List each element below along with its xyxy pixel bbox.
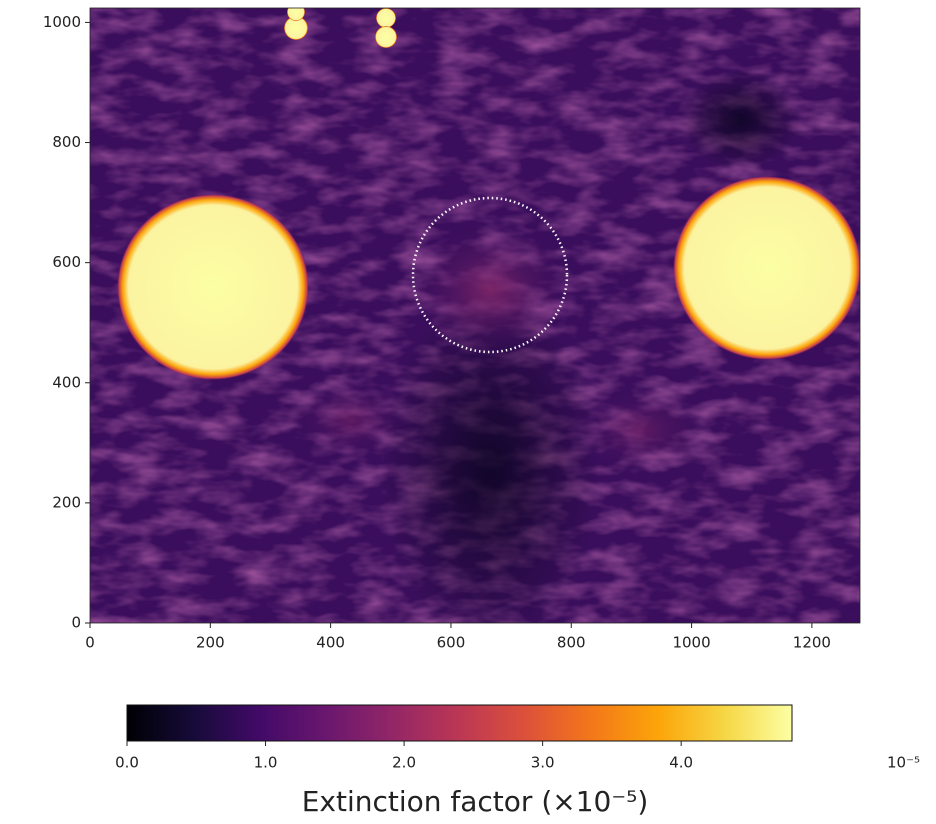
- colorbar-tick-label: 3.0: [531, 754, 555, 772]
- y-tick-label: 200: [52, 493, 81, 511]
- colorbar-offset-text: 10⁻⁵: [887, 754, 920, 772]
- colorbar-tick-label: 2.0: [392, 754, 416, 772]
- x-tick-label: 200: [196, 634, 225, 652]
- y-tick-label: 800: [52, 133, 81, 151]
- y-tick-label: 0: [71, 614, 81, 632]
- plot-frame: [89, 7, 861, 624]
- y-tick-label: 600: [52, 253, 81, 271]
- x-tick-label: 400: [316, 634, 345, 652]
- x-tick-label: 0: [85, 634, 95, 652]
- y-tick-label: 400: [52, 373, 81, 391]
- x-tick-label: 1200: [793, 634, 831, 652]
- heatmap-image: [90, 8, 860, 623]
- colorbar-tick-label: 0.0: [115, 754, 139, 772]
- x-tick-label: 800: [557, 634, 586, 652]
- x-tick-label: 600: [437, 634, 466, 652]
- y-tick-label: 1000: [43, 13, 81, 31]
- colorbar-tick-label: 1.0: [254, 754, 278, 772]
- colorbar: [126, 704, 793, 742]
- colorbar-tick-label: 4.0: [669, 754, 693, 772]
- colorbar-label: Extinction factor (×10⁻⁵): [302, 785, 649, 818]
- region-marker: [411, 196, 569, 354]
- x-tick-label: 1000: [672, 634, 710, 652]
